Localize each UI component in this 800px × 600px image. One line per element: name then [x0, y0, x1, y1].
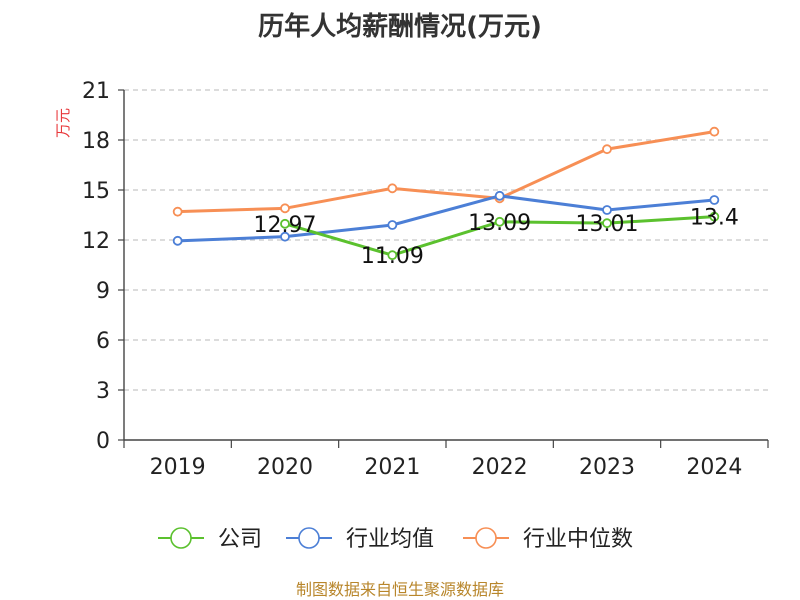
chart-title: 历年人均薪酬情况(万元) [258, 11, 542, 42]
x-tick-label: 2024 [686, 455, 742, 480]
data-label: 13.09 [468, 211, 531, 236]
x-tick-label: 2020 [257, 455, 313, 480]
data-label: 13.01 [576, 212, 639, 237]
data-point[interactable] [494, 190, 505, 201]
data-point[interactable] [709, 211, 720, 222]
data-labels: 12.97 11.09 13.09 13.01 13.4 [254, 206, 739, 269]
data-point[interactable] [280, 203, 290, 214]
data-label: 13.4 [690, 206, 739, 231]
legend-marker-icon [475, 527, 497, 549]
data-point[interactable] [494, 216, 505, 227]
data-point[interactable] [709, 126, 720, 137]
legend-marker-icon [298, 527, 320, 549]
series-line-2 [177, 130, 715, 214]
data-point[interactable] [172, 206, 183, 217]
x-tick-label: 2021 [364, 455, 420, 480]
data-point[interactable] [280, 218, 290, 229]
y-tick-label: 0 [96, 429, 110, 454]
axes: 0 3 6 9 12 15 18 21 2019 2020 2021 2022 2023 2024 [82, 79, 769, 480]
source-note: 制图数据来自恒生聚源数据库 [296, 580, 504, 599]
x-tick-label: 2019 [150, 455, 206, 480]
legend[interactable]: 公司 行业均值 行业中位数 [158, 527, 633, 552]
y-tick-label: 3 [96, 379, 110, 404]
legend-label: 公司 [218, 527, 262, 552]
legend-item-1[interactable]: 行业均值 [286, 527, 434, 552]
data-point[interactable] [172, 235, 183, 246]
data-point[interactable] [602, 205, 612, 215]
data-point[interactable] [387, 220, 398, 230]
x-tick-label: 2022 [472, 455, 528, 480]
series-lines [172, 126, 720, 261]
y-tick-label: 18 [82, 129, 110, 154]
data-point[interactable] [602, 144, 612, 155]
x-tick-label: 2023 [579, 455, 635, 480]
y-tick-label: 12 [82, 229, 110, 254]
data-label: 11.09 [361, 244, 424, 269]
legend-item-2[interactable]: 行业中位数 [463, 527, 633, 552]
data-label: 12.97 [254, 213, 317, 238]
data-point[interactable] [280, 231, 290, 242]
y-tick-label: 6 [96, 329, 110, 354]
y-tick-label: 9 [96, 279, 110, 304]
data-point[interactable] [387, 183, 398, 194]
legend-label: 行业中位数 [523, 527, 633, 552]
data-point[interactable] [709, 195, 720, 205]
legend-label: 行业均值 [346, 527, 434, 552]
data-point[interactable] [602, 218, 612, 229]
y-axis-label: 万元 [54, 108, 72, 138]
data-point[interactable] [387, 250, 398, 261]
legend-item-0[interactable]: 公司 [158, 527, 262, 552]
series-line-1 [177, 194, 715, 243]
y-tick-label: 21 [82, 79, 110, 104]
y-tick-label: 15 [82, 179, 110, 204]
legend-marker-icon [170, 527, 192, 549]
